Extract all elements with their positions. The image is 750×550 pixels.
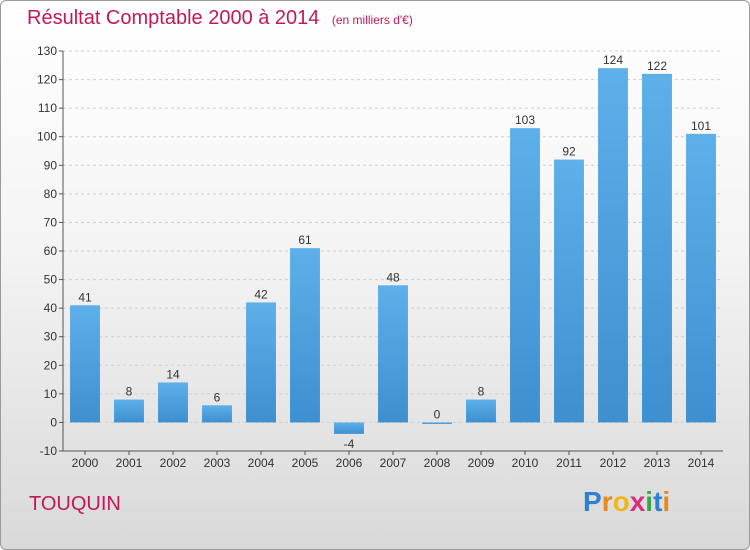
data-label: 122 bbox=[647, 59, 667, 73]
bar-2001 bbox=[114, 399, 144, 423]
data-label: 41 bbox=[78, 290, 92, 304]
x-tick-label: 2005 bbox=[292, 456, 319, 470]
y-tick-label: 0 bbox=[50, 415, 57, 429]
y-tick-label: 40 bbox=[44, 301, 58, 315]
place-name: TOUQUIN bbox=[29, 493, 121, 515]
x-tick-label: 2001 bbox=[116, 456, 143, 470]
y-tick-label: 90 bbox=[44, 158, 58, 172]
data-label: 8 bbox=[126, 385, 133, 399]
x-tick-label: 2010 bbox=[512, 456, 539, 470]
x-tick-label: 2014 bbox=[688, 456, 715, 470]
x-tick-label: 2003 bbox=[204, 456, 231, 470]
y-tick-label: 110 bbox=[38, 101, 57, 115]
bar-2003 bbox=[202, 405, 232, 423]
bar-2008 bbox=[422, 422, 452, 424]
logo-letter: o bbox=[612, 486, 630, 517]
logo-letter: r bbox=[601, 486, 613, 517]
data-label: 48 bbox=[386, 270, 400, 284]
bar-2011 bbox=[554, 159, 584, 423]
y-tick-label: 60 bbox=[44, 244, 58, 258]
x-tick-label: 2000 bbox=[72, 456, 99, 470]
x-tick-label: 2002 bbox=[160, 456, 187, 470]
y-tick-label: 130 bbox=[37, 44, 57, 58]
x-tick-label: 2012 bbox=[600, 456, 627, 470]
data-label: 92 bbox=[562, 145, 576, 159]
y-tick-label: 30 bbox=[44, 330, 58, 344]
data-label: 124 bbox=[603, 53, 623, 67]
y-tick-label: 10 bbox=[44, 387, 58, 401]
bar-2004 bbox=[246, 302, 276, 423]
y-tick-label: 20 bbox=[44, 358, 58, 372]
bar-2006 bbox=[334, 422, 364, 434]
bar-2007 bbox=[378, 285, 408, 423]
y-tick-label: 120 bbox=[37, 73, 57, 87]
data-label: 101 bbox=[691, 119, 711, 133]
bar-2013 bbox=[642, 73, 672, 423]
x-tick-label: 2004 bbox=[248, 456, 275, 470]
data-label: 61 bbox=[298, 233, 312, 247]
logo-letter: i bbox=[645, 486, 654, 517]
y-tick-label: -10 bbox=[40, 444, 58, 458]
bar-2009 bbox=[466, 399, 496, 423]
data-label: 6 bbox=[214, 390, 221, 404]
data-label: 42 bbox=[254, 287, 268, 301]
logo-letter: t bbox=[653, 486, 663, 517]
bar-2002 bbox=[158, 382, 188, 423]
x-tick-label: 2007 bbox=[380, 456, 407, 470]
logo-letter: i bbox=[662, 486, 671, 517]
y-tick-label: 70 bbox=[44, 215, 58, 229]
chart-title-block: Résultat Comptable 2000 à 2014 (en milli… bbox=[27, 7, 413, 30]
y-tick-label: 100 bbox=[37, 130, 57, 144]
data-label: 8 bbox=[478, 385, 485, 399]
logo-letter: x bbox=[629, 486, 646, 517]
x-tick-label: 2013 bbox=[644, 456, 671, 470]
x-tick-label: 2008 bbox=[424, 456, 451, 470]
chart-title: Résultat Comptable 2000 à 2014 bbox=[27, 7, 320, 29]
bar-2014 bbox=[686, 133, 716, 423]
bar-2000 bbox=[70, 305, 100, 423]
data-label: 103 bbox=[515, 113, 535, 127]
proxiti-logo: Proxiti bbox=[583, 486, 670, 518]
y-tick-label: 80 bbox=[44, 187, 58, 201]
bar-2005 bbox=[290, 248, 320, 423]
data-label: 0 bbox=[434, 407, 441, 421]
logo-letter: P bbox=[583, 486, 602, 517]
x-tick-label: 2006 bbox=[336, 456, 363, 470]
x-tick-label: 2011 bbox=[556, 456, 582, 470]
bar-2012 bbox=[598, 68, 628, 423]
bar-2010 bbox=[510, 128, 540, 423]
chart-subtitle: (en milliers d'€) bbox=[331, 13, 413, 27]
x-tick-label: 2009 bbox=[468, 456, 495, 470]
data-label: 14 bbox=[166, 367, 180, 381]
y-tick-label: 50 bbox=[44, 273, 58, 287]
data-label: -4 bbox=[344, 437, 355, 451]
